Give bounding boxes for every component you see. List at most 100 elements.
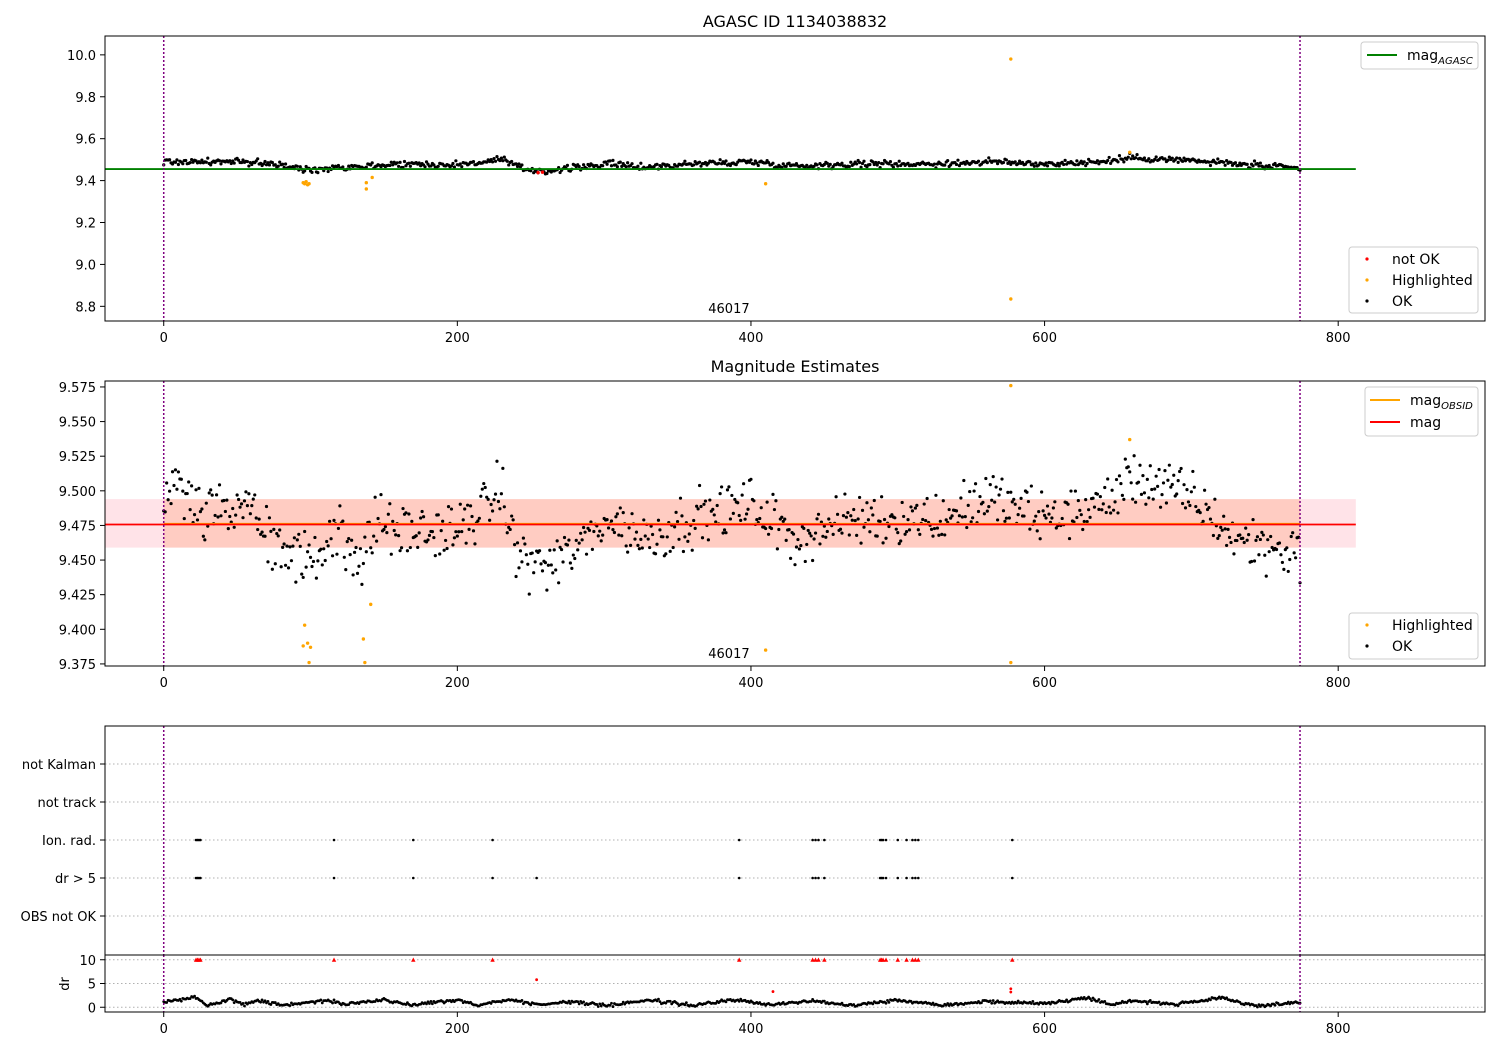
dr-x-tick-label-200: 200 (445, 1022, 470, 1037)
ion-rad-point-10 (817, 838, 820, 842)
magnitude-ok-point (966, 503, 970, 508)
magnitude-ok-point (637, 547, 641, 551)
magnitude-ok-point (924, 518, 928, 523)
magnitude-ok-point (665, 535, 669, 539)
magnitude-ok-point (270, 567, 274, 571)
dr-point (714, 1001, 718, 1005)
magnitude-ok-point (313, 535, 317, 540)
agasc-ok-point (608, 159, 612, 163)
magnitude-ok-point (352, 550, 357, 554)
agasc-ok-point (994, 159, 998, 163)
magnitude-ok-point (1103, 485, 1107, 490)
dr-point (931, 1001, 935, 1005)
magnitude-ok-point (554, 568, 558, 572)
magnitude-ok-point (731, 511, 735, 516)
dr-point (429, 999, 433, 1003)
dr-point (1206, 999, 1209, 1003)
magnitude-ok-point (383, 525, 388, 529)
agasc-ok-point (828, 162, 832, 166)
ion-rad-point-19 (914, 838, 917, 842)
agasc-ok-point (273, 163, 277, 167)
agasc-ok-point (1175, 156, 1179, 160)
dr-point (188, 997, 192, 1000)
magnitude-ok-point (389, 552, 393, 556)
ion-rad-point-7 (737, 838, 741, 842)
dr-point (425, 1002, 428, 1006)
magnitude-ok-point (678, 496, 683, 500)
dr-point (840, 1001, 844, 1005)
agasc-ok-point (175, 158, 179, 162)
magnitude-y-tick-label-4: 9.475 (59, 519, 96, 534)
magnitude-legend-bottom-box (1348, 612, 1479, 660)
agasc-ok-point (245, 159, 250, 164)
magnitude-ok-point (1170, 482, 1174, 487)
magnitude-ok-point (777, 527, 781, 532)
magnitude-ok-point (539, 562, 543, 566)
dr-point (684, 1001, 688, 1004)
agasc-ok-point (1236, 163, 1240, 168)
magnitude-ok-point (856, 517, 860, 521)
magnitude-ok-point (590, 547, 595, 551)
agasc-ok-point (1001, 160, 1006, 165)
agasc-not-ok-point-1 (540, 170, 545, 174)
magnitude-ok-point (683, 535, 687, 539)
magnitude-ok-point (1202, 488, 1207, 492)
magnitude-ok-point (1294, 556, 1298, 560)
magnitude-ok-point (982, 512, 986, 516)
agasc-ok-point (278, 160, 282, 164)
magnitude-ok-point (793, 563, 797, 567)
dr-gt5-point-3 (199, 876, 202, 880)
magnitude-ok-point (1142, 491, 1147, 495)
agasc-ok-point (565, 163, 570, 167)
magnitude-ok-point (1270, 545, 1274, 550)
agasc-ok-point (906, 161, 910, 165)
agasc-ok-point (219, 162, 223, 166)
magnitude-ok-point (213, 513, 217, 518)
agasc-ok-point (1056, 161, 1060, 165)
agasc-y-axis: 8.8 9.0 9.2 9.4 9.6 9.8 10.0 (67, 49, 105, 315)
magnitude-ok-point (700, 536, 705, 540)
dr-point (621, 1000, 625, 1004)
magnitude-ok-point (1001, 509, 1006, 513)
magnitude-ok-point (963, 515, 967, 519)
dr-point (1145, 1002, 1149, 1006)
magnitude-ok-point (234, 513, 238, 517)
magnitude-ok-point (1274, 547, 1279, 552)
dr-point (238, 1000, 242, 1004)
magnitude-ok-point (1044, 516, 1048, 520)
agasc-ok-point (295, 164, 299, 168)
agasc-ok-point (1082, 160, 1086, 164)
magnitude-ok-point (235, 493, 239, 497)
agasc-ok-point (849, 160, 853, 164)
magnitude-ok-point (386, 512, 390, 516)
dr-point (332, 998, 336, 1002)
dr-point (243, 1004, 246, 1008)
magnitude-legend-bottom: Highlighted OK (1348, 612, 1479, 660)
agasc-ok-point (173, 160, 178, 164)
dr-point (610, 1001, 613, 1005)
agasc-ok-point (1028, 160, 1032, 164)
magnitude-ok-point (217, 483, 222, 487)
agasc-ok-point (499, 156, 503, 160)
magnitude-ok-point (1012, 497, 1016, 501)
magnitude-ok-point (410, 519, 414, 523)
magnitude-ok-point (267, 516, 272, 520)
dr-point (991, 999, 995, 1002)
magnitude-ok-point (210, 493, 214, 497)
magnitude-highlighted-point-11 (1128, 437, 1132, 442)
magnitude-ok-point (1226, 527, 1230, 531)
magnitude-ok-point (846, 511, 850, 515)
agasc-ok-point (871, 160, 875, 164)
dr-gt5-point-18 (905, 876, 908, 880)
magnitude-ok-point (822, 524, 826, 528)
magnitude-highlighted-point-2 (305, 641, 310, 645)
magnitude-ok-point (322, 547, 326, 551)
magnitude-ok-point (882, 517, 887, 522)
agasc-ok-point (498, 158, 502, 163)
magnitude-ok-point (576, 548, 580, 552)
magnitude-ok-point (1075, 515, 1079, 520)
magnitude-ok-point (687, 532, 691, 536)
magnitude-ok-point (1208, 517, 1213, 521)
magnitude-ok-point (179, 477, 183, 481)
magnitude-ok-point (421, 515, 426, 519)
